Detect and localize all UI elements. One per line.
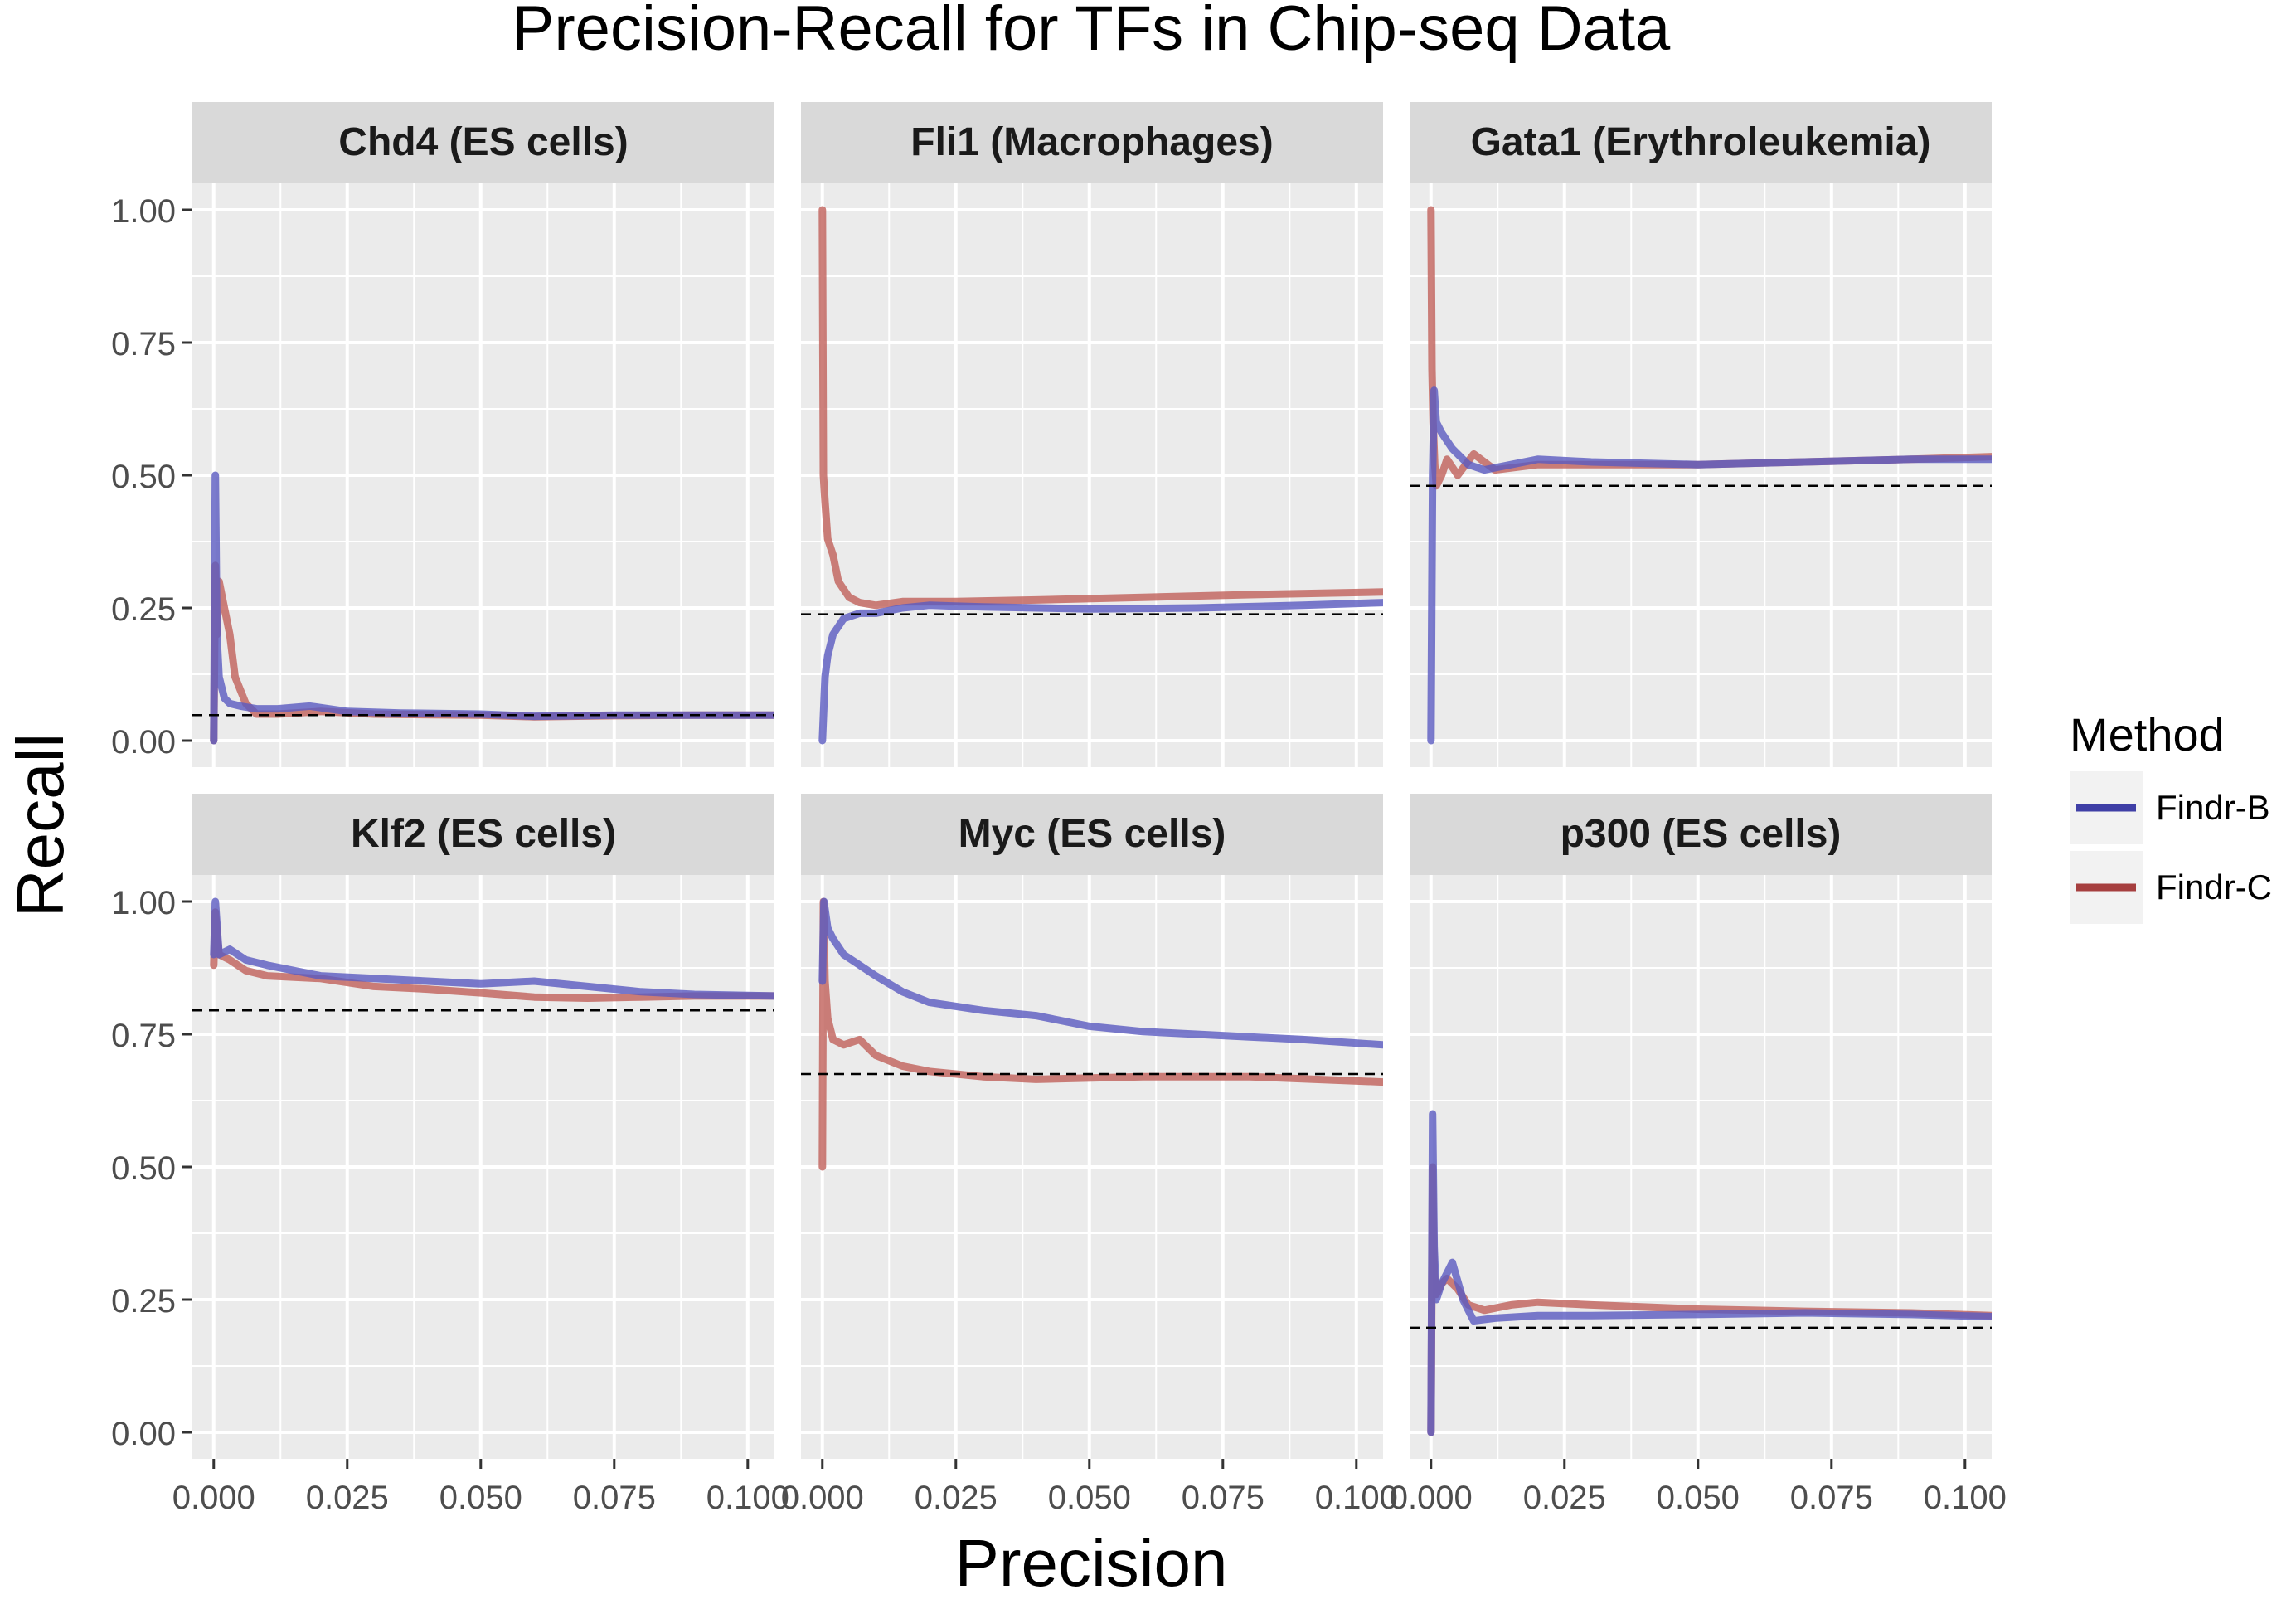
panel-plot-area	[801, 206, 1383, 745]
y-tick-label: 0.00	[111, 1416, 176, 1452]
y-tick-label: 0.25	[111, 591, 176, 628]
y-tick-label: 1.00	[111, 193, 176, 230]
legend-title: Method	[2070, 708, 2225, 761]
x-tick-label: 0.050	[1657, 1480, 1740, 1516]
x-tick-label: 0.100	[706, 1480, 789, 1516]
facet-strip-label: Gata1 (Erythroleukemia)	[1471, 120, 1931, 164]
chart-title: Precision-Recall for TFs in Chip-seq Dat…	[512, 0, 1671, 64]
panel-plot-area	[1410, 206, 1992, 745]
series-line-findr-b	[818, 599, 1383, 745]
series-line-findr-c	[818, 897, 1383, 1171]
facet-strip-label: p300 (ES cells)	[1561, 812, 1842, 856]
panel-plot-area	[192, 897, 774, 1012]
legend: Method Findr-B Findr-C	[2070, 708, 2272, 924]
panel-plot-area	[1410, 1110, 1992, 1436]
y-tick-label: 0.25	[111, 1283, 176, 1320]
x-tick-label: 0.050	[439, 1480, 522, 1516]
facet-panel-myc: Myc (ES cells) 0.000 0.025 0.050 0.075 0.100	[781, 794, 1398, 1516]
x-tick-label: 0.025	[915, 1480, 998, 1516]
x-tick-label: 0.075	[1790, 1480, 1873, 1516]
facet-panel-fli1: Fli1 (Macrophages)	[801, 102, 1383, 767]
series-line-findr-b	[1427, 1110, 1992, 1436]
x-tick-label: 0.025	[306, 1480, 389, 1516]
facet-strip	[1410, 102, 1992, 183]
x-tick-label: 0.050	[1048, 1480, 1131, 1516]
facet-strip-label: Chd4 (ES cells)	[338, 120, 628, 164]
x-tick-label: 0.100	[1315, 1480, 1398, 1516]
facet-strip-label: Fli1 (Macrophages)	[910, 120, 1273, 164]
x-tick-label: 0.000	[172, 1480, 255, 1516]
x-axis-label: Precision	[954, 1526, 1227, 1600]
y-tick-label: 0.00	[111, 724, 176, 761]
x-tick-label: 0.000	[781, 1480, 864, 1516]
x-tick-label: 0.075	[573, 1480, 656, 1516]
legend-entry-findr-b: Findr-B	[2070, 771, 2270, 844]
panel-plot-area	[801, 897, 1383, 1171]
x-tick-label: 0.075	[1182, 1480, 1264, 1516]
facet-strip	[1410, 794, 1992, 875]
facet-panel-chd4: Chd4 (ES cells) 0.00 0.25 0.50 0.75 1.00	[111, 102, 774, 767]
panel-plot-area	[192, 471, 774, 745]
facet-panels: Chd4 (ES cells) 0.00 0.25 0.50 0.75 1.00 Fli1 …	[111, 102, 2007, 1516]
y-tick-label: 0.75	[111, 1018, 176, 1054]
legend-entry-label: Findr-B	[2156, 788, 2270, 827]
series-line-findr-c	[818, 206, 1383, 610]
x-tick-label: 0.025	[1523, 1480, 1606, 1516]
facet-panel-p300: p300 (ES cells) 0.000 0.025 0.050 0.075 0.100	[1390, 794, 2007, 1516]
series-line-findr-b	[1427, 386, 1992, 745]
x-tick-label: 0.100	[1924, 1480, 2007, 1516]
y-tick-label: 1.00	[111, 885, 176, 921]
y-tick-label: 0.50	[111, 1150, 176, 1187]
series-line-findr-b	[210, 897, 774, 1000]
facet-strip-label: Myc (ES cells)	[959, 812, 1226, 856]
facet-strip	[192, 794, 774, 875]
x-tick-label: 0.000	[1390, 1480, 1473, 1516]
facet-strip	[801, 794, 1383, 875]
facet-strip	[801, 102, 1383, 183]
facet-strip-label: Klf2 (ES cells)	[351, 812, 616, 856]
y-tick-label: 0.50	[111, 459, 176, 495]
legend-entry-findr-c: Findr-C	[2070, 851, 2272, 924]
series-line-findr-b	[818, 897, 1383, 1049]
y-axis-label: Recall	[3, 733, 77, 917]
facet-panel-klf2: Klf2 (ES cells) 0.00 0.25 0.50 0.75 1.00 0.000…	[111, 794, 789, 1516]
legend-entry-label: Findr-C	[2156, 868, 2272, 907]
facet-strip	[192, 102, 774, 183]
facet-panel-gata1: Gata1 (Erythroleukemia)	[1410, 102, 1992, 767]
y-tick-label: 0.75	[111, 326, 176, 362]
